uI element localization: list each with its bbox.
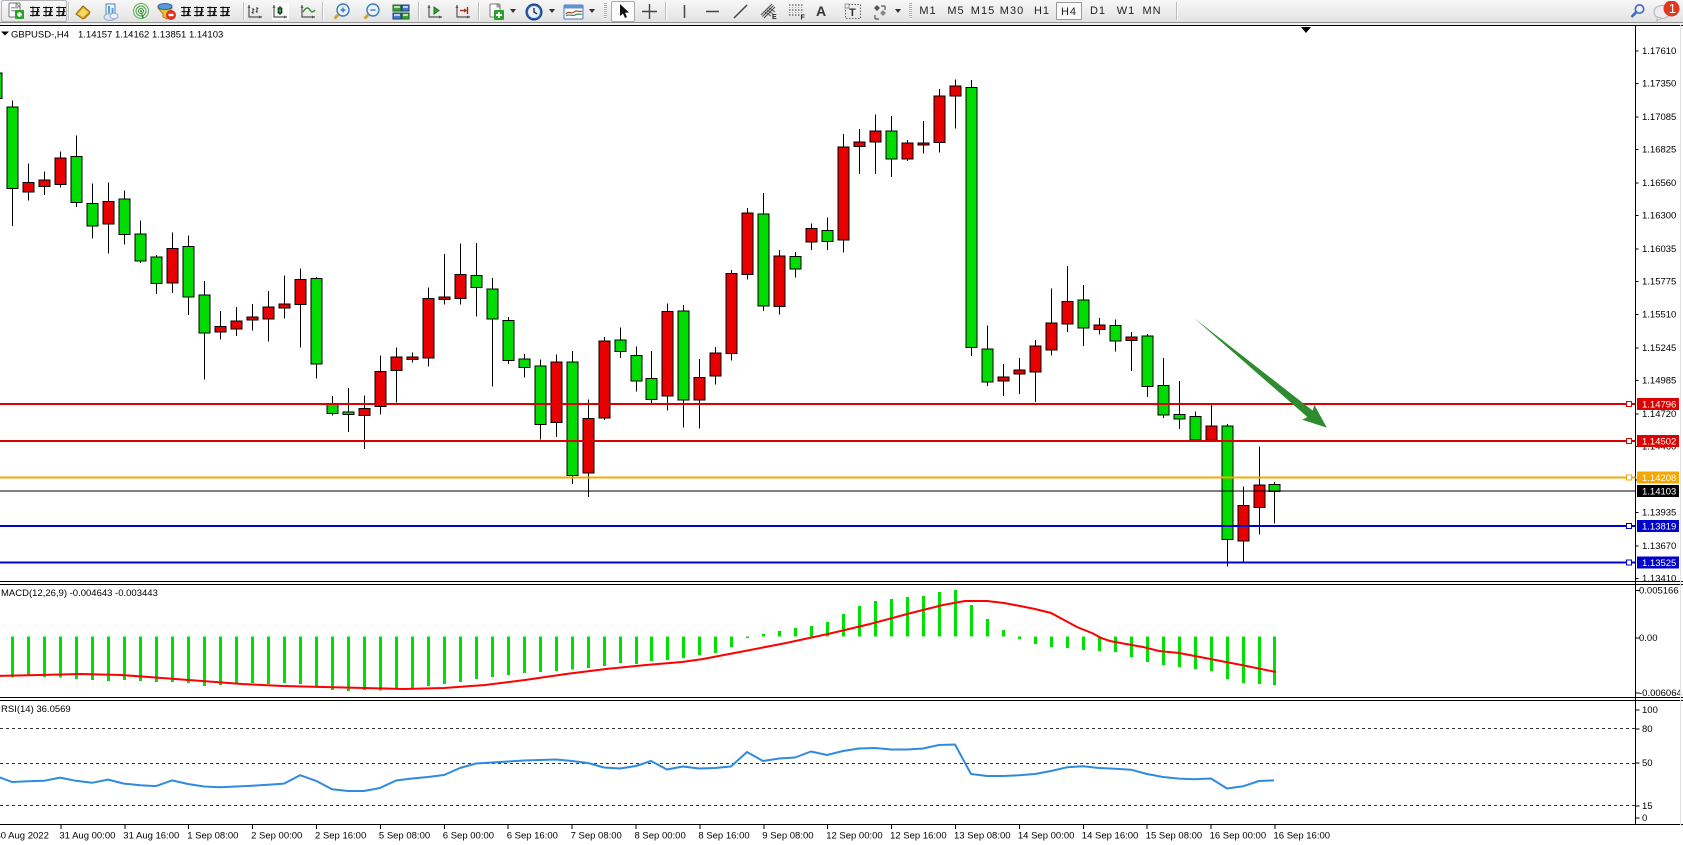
svg-text:1.16560: 1.16560 xyxy=(1642,178,1676,189)
svg-text:1.14157 1.14162 1.13851 1.1410: 1.14157 1.14162 1.13851 1.14103 xyxy=(78,30,223,41)
svg-text:1.14502: 1.14502 xyxy=(1642,437,1676,448)
svg-text:0: 0 xyxy=(1642,813,1647,824)
svg-text:1.16825: 1.16825 xyxy=(1642,145,1676,156)
svg-text:15: 15 xyxy=(1642,801,1653,812)
svg-text:13 Sep 08:00: 13 Sep 08:00 xyxy=(954,831,1011,842)
svg-text:1.14720: 1.14720 xyxy=(1642,409,1676,420)
svg-text:100: 100 xyxy=(1642,705,1658,716)
svg-text:14 Sep 16:00: 14 Sep 16:00 xyxy=(1082,831,1139,842)
svg-text:14 Sep 00:00: 14 Sep 00:00 xyxy=(1018,831,1075,842)
svg-text:1.14985: 1.14985 xyxy=(1642,376,1676,387)
svg-text:12 Sep 00:00: 12 Sep 00:00 xyxy=(826,831,883,842)
svg-text:16 Sep 00:00: 16 Sep 00:00 xyxy=(1210,831,1267,842)
svg-text:12 Sep 16:00: 12 Sep 16:00 xyxy=(890,831,947,842)
svg-text:GBPUSD-,H4: GBPUSD-,H4 xyxy=(11,30,69,41)
svg-text:RSI(14) 36.0569: RSI(14) 36.0569 xyxy=(1,704,71,715)
svg-text:16 Sep 16:00: 16 Sep 16:00 xyxy=(1274,831,1331,842)
svg-text:8 Sep 16:00: 8 Sep 16:00 xyxy=(698,831,749,842)
svg-text:E: E xyxy=(772,14,777,20)
svg-text:F: F xyxy=(801,15,806,21)
svg-text:31 Aug 00:00: 31 Aug 00:00 xyxy=(59,831,115,842)
svg-text:1.13410: 1.13410 xyxy=(1642,573,1676,584)
svg-text:0.005166: 0.005166 xyxy=(1639,586,1679,597)
svg-text:MACD(12,26,9) -0.004643 -0.003: MACD(12,26,9) -0.004643 -0.003443 xyxy=(1,588,158,599)
svg-text:1.15510: 1.15510 xyxy=(1642,310,1676,321)
svg-text:1.13670: 1.13670 xyxy=(1642,541,1676,552)
svg-text:T: T xyxy=(849,7,856,19)
svg-text:0.00: 0.00 xyxy=(1639,633,1658,644)
svg-text:1.14460: 1.14460 xyxy=(1642,442,1676,453)
svg-text:5 Sep 08:00: 5 Sep 08:00 xyxy=(379,831,430,842)
svg-text:80: 80 xyxy=(1642,724,1653,735)
svg-text:9 Sep 08:00: 9 Sep 08:00 xyxy=(762,831,813,842)
svg-text:1.13819: 1.13819 xyxy=(1642,522,1676,533)
svg-text:1.17350: 1.17350 xyxy=(1642,79,1676,90)
svg-text:31 Aug 16:00: 31 Aug 16:00 xyxy=(123,831,179,842)
svg-text:6 Sep 16:00: 6 Sep 16:00 xyxy=(507,831,558,842)
svg-text:1.14103: 1.14103 xyxy=(1642,487,1676,498)
svg-text:1 Sep 08:00: 1 Sep 08:00 xyxy=(187,831,238,842)
svg-text:7 Sep 08:00: 7 Sep 08:00 xyxy=(571,831,622,842)
svg-text:2 Sep 16:00: 2 Sep 16:00 xyxy=(315,831,366,842)
svg-text:50: 50 xyxy=(1642,758,1653,769)
svg-text:1.15775: 1.15775 xyxy=(1642,276,1676,287)
svg-text:1.15245: 1.15245 xyxy=(1642,343,1676,354)
svg-text:1.17085: 1.17085 xyxy=(1642,112,1676,123)
svg-text:-0.006064: -0.006064 xyxy=(1639,688,1682,699)
svg-text:30 Aug 2022: 30 Aug 2022 xyxy=(0,831,49,842)
svg-text:1.14208: 1.14208 xyxy=(1642,473,1676,484)
svg-text:1.16035: 1.16035 xyxy=(1642,244,1676,255)
svg-text:8 Sep 00:00: 8 Sep 00:00 xyxy=(635,831,686,842)
svg-text:1.14796: 1.14796 xyxy=(1642,400,1676,411)
svg-text:1: 1 xyxy=(1669,1,1676,16)
svg-text:1.13525: 1.13525 xyxy=(1642,558,1676,569)
svg-text:1.17610: 1.17610 xyxy=(1642,46,1676,57)
svg-text:6 Sep 00:00: 6 Sep 00:00 xyxy=(443,831,494,842)
svg-text:2 Sep 00:00: 2 Sep 00:00 xyxy=(251,831,302,842)
svg-text:15 Sep 08:00: 15 Sep 08:00 xyxy=(1146,831,1203,842)
svg-text:1.16300: 1.16300 xyxy=(1642,211,1676,222)
svg-text:1.13935: 1.13935 xyxy=(1642,508,1676,519)
